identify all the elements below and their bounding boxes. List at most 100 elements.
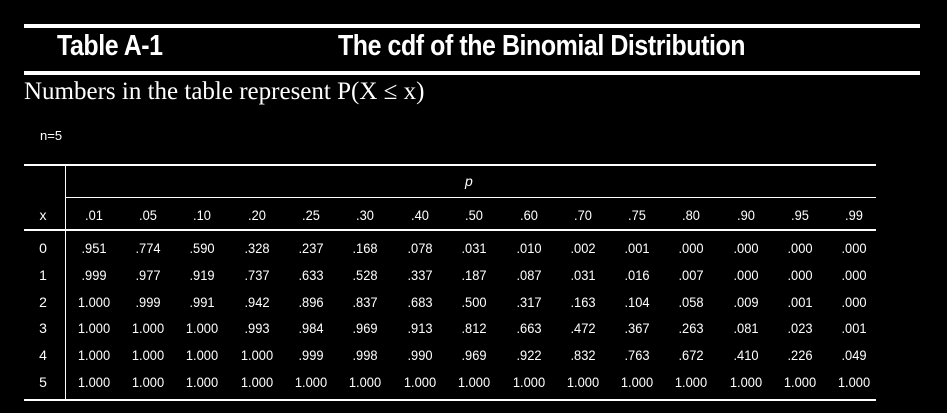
table-cell: .263 — [678, 320, 704, 336]
table-cell: 1.000 — [457, 374, 491, 390]
table-cell: .016 — [624, 267, 650, 283]
table-cell: .999 — [135, 294, 161, 310]
table-cell: 1.000 — [294, 374, 328, 390]
table-cell: .990 — [407, 347, 433, 363]
column-header-p: .95 — [791, 207, 809, 223]
row-x-value: 1 — [39, 267, 47, 283]
table-cell: .922 — [516, 347, 542, 363]
table-cell: .913 — [407, 320, 433, 336]
column-header-p: .20 — [248, 207, 266, 223]
table-cell: .999 — [298, 347, 324, 363]
table-cell: 1.000 — [131, 374, 165, 390]
table-cell: .812 — [461, 320, 487, 336]
table-cell: .951 — [81, 240, 107, 256]
table-cell: .000 — [733, 267, 759, 283]
top-rule — [24, 24, 920, 28]
table-cell: .031 — [570, 267, 596, 283]
table-cell: 1.000 — [240, 347, 274, 363]
table-cell: .969 — [461, 347, 487, 363]
table-cell: 1.000 — [512, 374, 546, 390]
table-cell: 1.000 — [837, 374, 871, 390]
table-cell: .031 — [461, 240, 487, 256]
column-header-p: .05 — [139, 207, 157, 223]
table-cell: .991 — [189, 294, 215, 310]
table-cell: .984 — [298, 320, 324, 336]
table-cell: .317 — [516, 294, 542, 310]
table-cell: .002 — [570, 240, 596, 256]
table-cell: 1.000 — [77, 294, 111, 310]
table-cell: 1.000 — [185, 347, 219, 363]
table-cell: .410 — [733, 347, 759, 363]
table-cell: .010 — [516, 240, 542, 256]
table-cell: 1.000 — [348, 374, 382, 390]
table-cell: .000 — [841, 267, 867, 283]
column-header-p: .99 — [845, 207, 863, 223]
table-cell: 1.000 — [674, 374, 708, 390]
table-cell: .832 — [570, 347, 596, 363]
table-cell: .942 — [244, 294, 270, 310]
p-label: p — [465, 173, 473, 189]
column-header-p: .40 — [411, 207, 429, 223]
table-cell: .000 — [678, 240, 704, 256]
table-cell: .023 — [787, 320, 813, 336]
table-cell: .590 — [189, 240, 215, 256]
table-cell: .009 — [733, 294, 759, 310]
table-cell: .168 — [352, 240, 378, 256]
table-cell: .919 — [189, 267, 215, 283]
table-cell: 1.000 — [783, 374, 817, 390]
column-header-p: .10 — [193, 207, 211, 223]
table-cell: .001 — [624, 240, 650, 256]
table-cell: .078 — [407, 240, 433, 256]
table-cell: .058 — [678, 294, 704, 310]
table-cell: .000 — [841, 240, 867, 256]
table-top-rule — [24, 164, 876, 166]
title-underline-rule — [24, 71, 920, 75]
table-cell: .001 — [787, 294, 813, 310]
table-cell: .007 — [678, 267, 704, 283]
column-header-p: .50 — [465, 207, 483, 223]
table-cell: 1.000 — [566, 374, 600, 390]
table-cell: .500 — [461, 294, 487, 310]
row-x-value: 4 — [39, 347, 47, 363]
table-cell: .998 — [352, 347, 378, 363]
table-cell: .763 — [624, 347, 650, 363]
table-cell: 1.000 — [185, 320, 219, 336]
table-cell: 1.000 — [77, 320, 111, 336]
row-x-value: 5 — [39, 374, 47, 390]
column-header-rule — [24, 229, 876, 231]
table-label: Table A-1 — [57, 30, 163, 62]
table-cell: .774 — [135, 240, 161, 256]
table-cell: 1.000 — [77, 374, 111, 390]
table-cell: .000 — [787, 267, 813, 283]
table-cell: .737 — [244, 267, 270, 283]
table-subtitle: Numbers in the table represent P(X ≤ x) — [24, 78, 425, 105]
column-header-p: .01 — [85, 207, 103, 223]
table-cell: 1.000 — [131, 320, 165, 336]
table-cell: .977 — [135, 267, 161, 283]
table-cell: .896 — [298, 294, 324, 310]
row-x-value: 2 — [39, 294, 47, 310]
row-x-value: 3 — [39, 320, 47, 336]
table-cell: .187 — [461, 267, 487, 283]
column-header-p: .70 — [574, 207, 592, 223]
table-cell: .000 — [841, 294, 867, 310]
table-cell: .049 — [841, 347, 867, 363]
page-title: The cdf of the Binomial Distribution — [338, 30, 746, 62]
table-cell: .328 — [244, 240, 270, 256]
table-cell: .001 — [841, 320, 867, 336]
table-cell: 1.000 — [240, 374, 274, 390]
table-cell: .000 — [787, 240, 813, 256]
table-cell: .226 — [787, 347, 813, 363]
table-cell: .472 — [570, 320, 596, 336]
x-column-header: x — [39, 207, 47, 223]
table-cell: .000 — [733, 240, 759, 256]
table-cell: .969 — [352, 320, 378, 336]
table-cell: 1.000 — [729, 374, 763, 390]
table-cell: .837 — [352, 294, 378, 310]
table-cell: .104 — [624, 294, 650, 310]
table-cell: .163 — [570, 294, 596, 310]
table-cell: .999 — [81, 267, 107, 283]
table-cell: .081 — [733, 320, 759, 336]
x-column-divider — [65, 164, 66, 401]
table-cell: .633 — [298, 267, 324, 283]
